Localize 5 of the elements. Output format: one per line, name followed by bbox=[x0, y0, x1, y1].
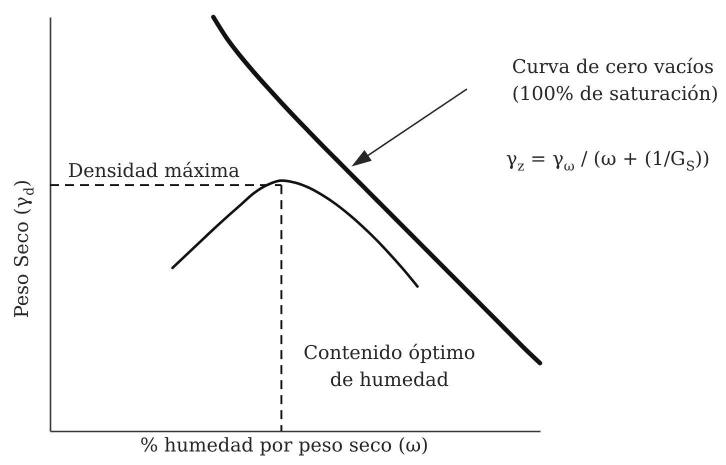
annotation: Curva de cero vacíos (100% de saturación) bbox=[512, 56, 718, 105]
y-axis-title: Peso Seco (γd) bbox=[11, 180, 38, 318]
annotation: Contenido óptimo de humedad bbox=[303, 342, 476, 392]
ref-line-label: Densidad máxima bbox=[68, 160, 240, 182]
x-axis-title: % humedad por peso seco (ω) bbox=[140, 434, 428, 456]
